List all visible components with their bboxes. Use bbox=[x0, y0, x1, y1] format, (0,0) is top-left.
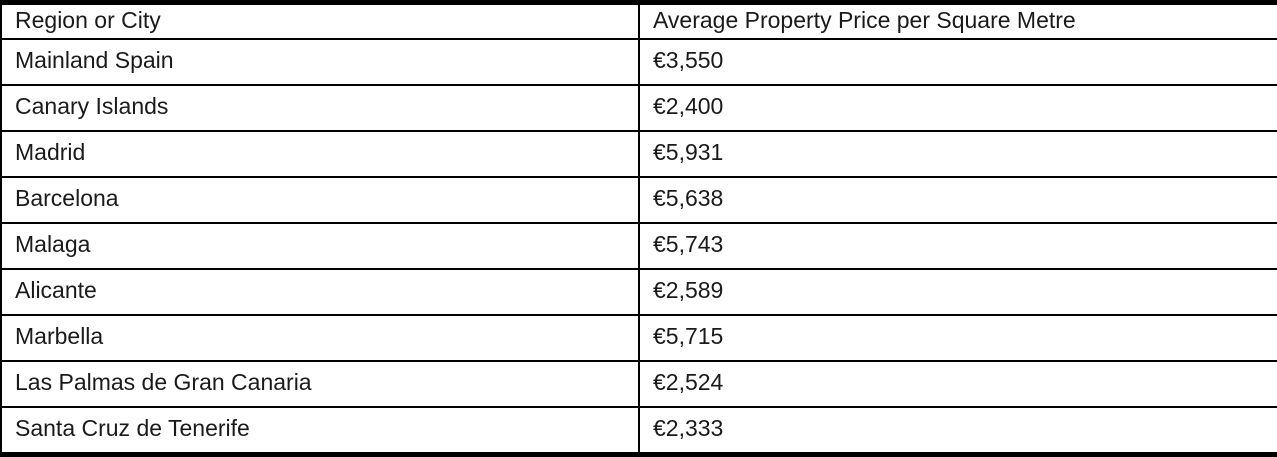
table-row: Marbella €5,715 bbox=[0, 313, 1277, 362]
table-row: Alicante €2,589 bbox=[0, 267, 1277, 316]
price-cell: €5,638 bbox=[638, 175, 1277, 224]
region-cell: Malaga bbox=[0, 221, 640, 270]
region-cell: Alicante bbox=[0, 267, 640, 316]
price-cell: €5,715 bbox=[638, 313, 1277, 362]
table-row: Canary Islands €2,400 bbox=[0, 83, 1277, 132]
region-cell: Barcelona bbox=[0, 175, 640, 224]
region-cell: Madrid bbox=[0, 129, 640, 178]
price-cell: €3,550 bbox=[638, 38, 1277, 86]
region-cell: Canary Islands bbox=[0, 83, 640, 132]
price-cell: €2,400 bbox=[638, 83, 1277, 132]
region-cell: Las Palmas de Gran Canaria bbox=[0, 359, 640, 408]
region-cell: Mainland Spain bbox=[0, 38, 640, 86]
price-cell: €2,333 bbox=[638, 405, 1277, 456]
table-row: Malaga €5,743 bbox=[0, 221, 1277, 270]
price-cell: €5,931 bbox=[638, 129, 1277, 178]
column-header-price: Average Property Price per Square Metre bbox=[638, 1, 1277, 40]
table-row: Santa Cruz de Tenerife €2,333 bbox=[0, 405, 1277, 456]
price-cell: €2,589 bbox=[638, 267, 1277, 316]
price-cell: €2,524 bbox=[638, 359, 1277, 408]
column-header-region: Region or City bbox=[0, 1, 640, 40]
table-row: Mainland Spain €3,550 bbox=[0, 38, 1277, 86]
table-row: Las Palmas de Gran Canaria €2,524 bbox=[0, 359, 1277, 408]
region-cell: Marbella bbox=[0, 313, 640, 362]
table-row: Barcelona €5,638 bbox=[0, 175, 1277, 224]
price-cell: €5,743 bbox=[638, 221, 1277, 270]
region-cell: Santa Cruz de Tenerife bbox=[0, 405, 640, 456]
table-row: Madrid €5,931 bbox=[0, 129, 1277, 178]
table-header-row: Region or City Average Property Price pe… bbox=[0, 1, 1277, 40]
